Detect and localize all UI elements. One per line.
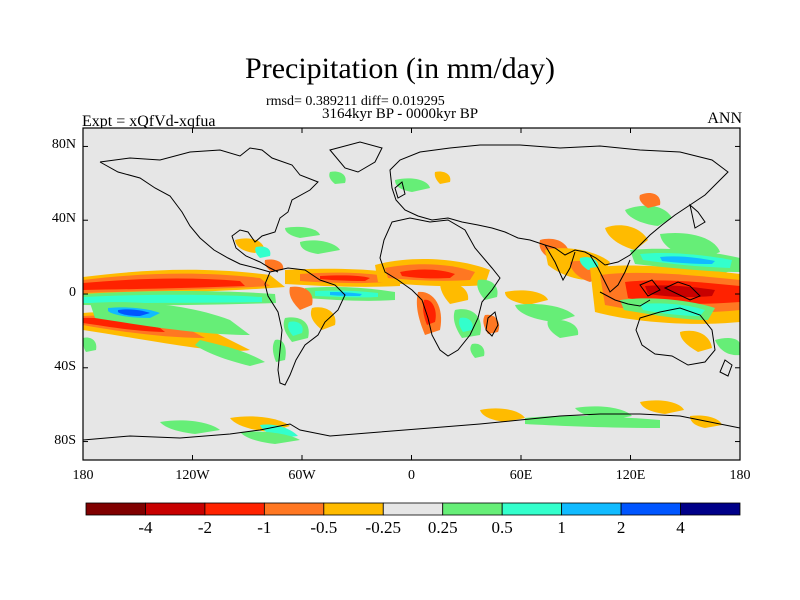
coastline-british-isles (394, 181, 406, 199)
colorbar-label: -0.5 (310, 518, 338, 537)
colorbar-label: 2 (616, 518, 626, 537)
colorbar-label: 1 (557, 518, 566, 537)
coastline-australia (635, 307, 716, 366)
anomaly-blob (625, 205, 672, 226)
anomaly-blob (690, 415, 722, 428)
anomaly-blob (470, 343, 485, 358)
anomaly-blob (118, 309, 150, 316)
y-tick-label: 40S (54, 358, 76, 374)
colorbar-segment (382, 502, 444, 516)
anomaly-blob (480, 408, 525, 422)
colorbar-label: -0.25 (365, 518, 401, 537)
x-tick-label: 120E (615, 468, 646, 483)
anomaly-blob (320, 275, 370, 281)
coastline-maritime-continent (599, 279, 701, 307)
colorbar-segment (680, 502, 741, 516)
anomaly-blob (83, 278, 245, 290)
x-tick-label: 120W (175, 468, 210, 483)
anomaly-blob (289, 286, 313, 310)
stats-subtitle: rmsd= 0.389211 diff= 0.019295 (266, 94, 445, 109)
anomaly-blob (575, 406, 632, 420)
season-label: ANN (707, 110, 742, 127)
x-tick-label: 60W (288, 468, 316, 483)
anomaly-blob (310, 307, 336, 330)
anomaly-blob (715, 337, 740, 356)
anomaly-blob (288, 321, 303, 336)
anomaly-blob (440, 281, 469, 304)
anomaly-blob (83, 337, 97, 352)
colorbar-segment (145, 502, 206, 516)
anomaly-blob (505, 290, 548, 305)
period-subtitle: 3164kyr BP - 0000kyr BP (322, 106, 479, 122)
colorbar-label: 4 (676, 518, 685, 537)
y-tick-label: 40N (51, 211, 76, 227)
anomaly-blob (660, 256, 715, 264)
anomaly-blob (640, 400, 684, 414)
x-tick-label: 60E (509, 468, 533, 483)
colorbar-segment (323, 502, 384, 516)
colorbar-segment (263, 502, 325, 516)
anomaly-blob (547, 319, 579, 338)
anomaly-blob (400, 269, 455, 279)
coastline-south-america (264, 267, 346, 386)
anomaly-blob (240, 431, 300, 444)
colorbar-label: 0.5 (491, 518, 513, 537)
anomaly-blob (300, 240, 340, 254)
anomaly-blob (285, 226, 320, 238)
coastline-japan (689, 203, 706, 229)
colorbar (85, 502, 741, 516)
x-tick-label: 180 (72, 468, 94, 483)
colorbar-label: -4 (138, 518, 153, 537)
y-tick-label: 0 (69, 285, 76, 300)
anomaly-blob (83, 294, 262, 303)
colorbar-segment (620, 502, 681, 516)
colorbar-label: -2 (197, 518, 212, 537)
coastline-antarctica (83, 413, 740, 441)
anomaly-blob (477, 279, 498, 300)
experiment-label: Expt = xQfVd-xqfua (82, 113, 216, 130)
colorbar-segment (442, 502, 503, 516)
coastline-india (544, 244, 576, 282)
colorbar-segment (85, 502, 146, 516)
coastline-north-america (99, 147, 319, 273)
x-tick-label: 180 (729, 468, 751, 483)
anomaly-blob (525, 415, 660, 428)
anomaly-blob (680, 330, 712, 352)
coastline-africa (379, 217, 501, 357)
anomaly-blob (160, 420, 220, 434)
anomaly-blob (639, 193, 661, 208)
y-tick-label: 80N (51, 137, 76, 153)
anomaly-blob (423, 299, 436, 325)
anomaly-blob (83, 317, 165, 332)
coastline-southeast-asia (589, 254, 631, 293)
coastline-north-america-west (99, 161, 271, 273)
colorbar-label: -1 (257, 518, 272, 537)
colorbar-segment (204, 502, 265, 516)
coastline-madagascar (485, 311, 499, 337)
anomaly-blob (605, 225, 648, 250)
tick-marks (82, 128, 741, 460)
coastline-eurasia (389, 144, 729, 266)
chart-title: Precipitation (in mm/day) (245, 52, 555, 85)
colorbar-segment (561, 502, 622, 516)
x-tick-label: 0 (408, 468, 415, 483)
anomaly-blob (272, 339, 286, 362)
colorbar-segment (501, 502, 563, 516)
anomaly-fields (83, 171, 740, 444)
colorbar-label: 0.25 (427, 518, 458, 537)
anomaly-blob (329, 171, 346, 184)
anomaly-blob (195, 340, 265, 366)
coastline-new-zealand (719, 359, 733, 377)
anomaly-blob (330, 292, 362, 296)
anomaly-blob (434, 171, 451, 184)
anomaly-blob (459, 317, 473, 332)
anomaly-blob (515, 304, 575, 322)
coastlines (83, 141, 740, 441)
coastline-greenland (329, 141, 383, 173)
y-tick-label: 80S (54, 432, 76, 448)
anomaly-blob (255, 246, 271, 258)
anomaly-blob (264, 259, 284, 272)
